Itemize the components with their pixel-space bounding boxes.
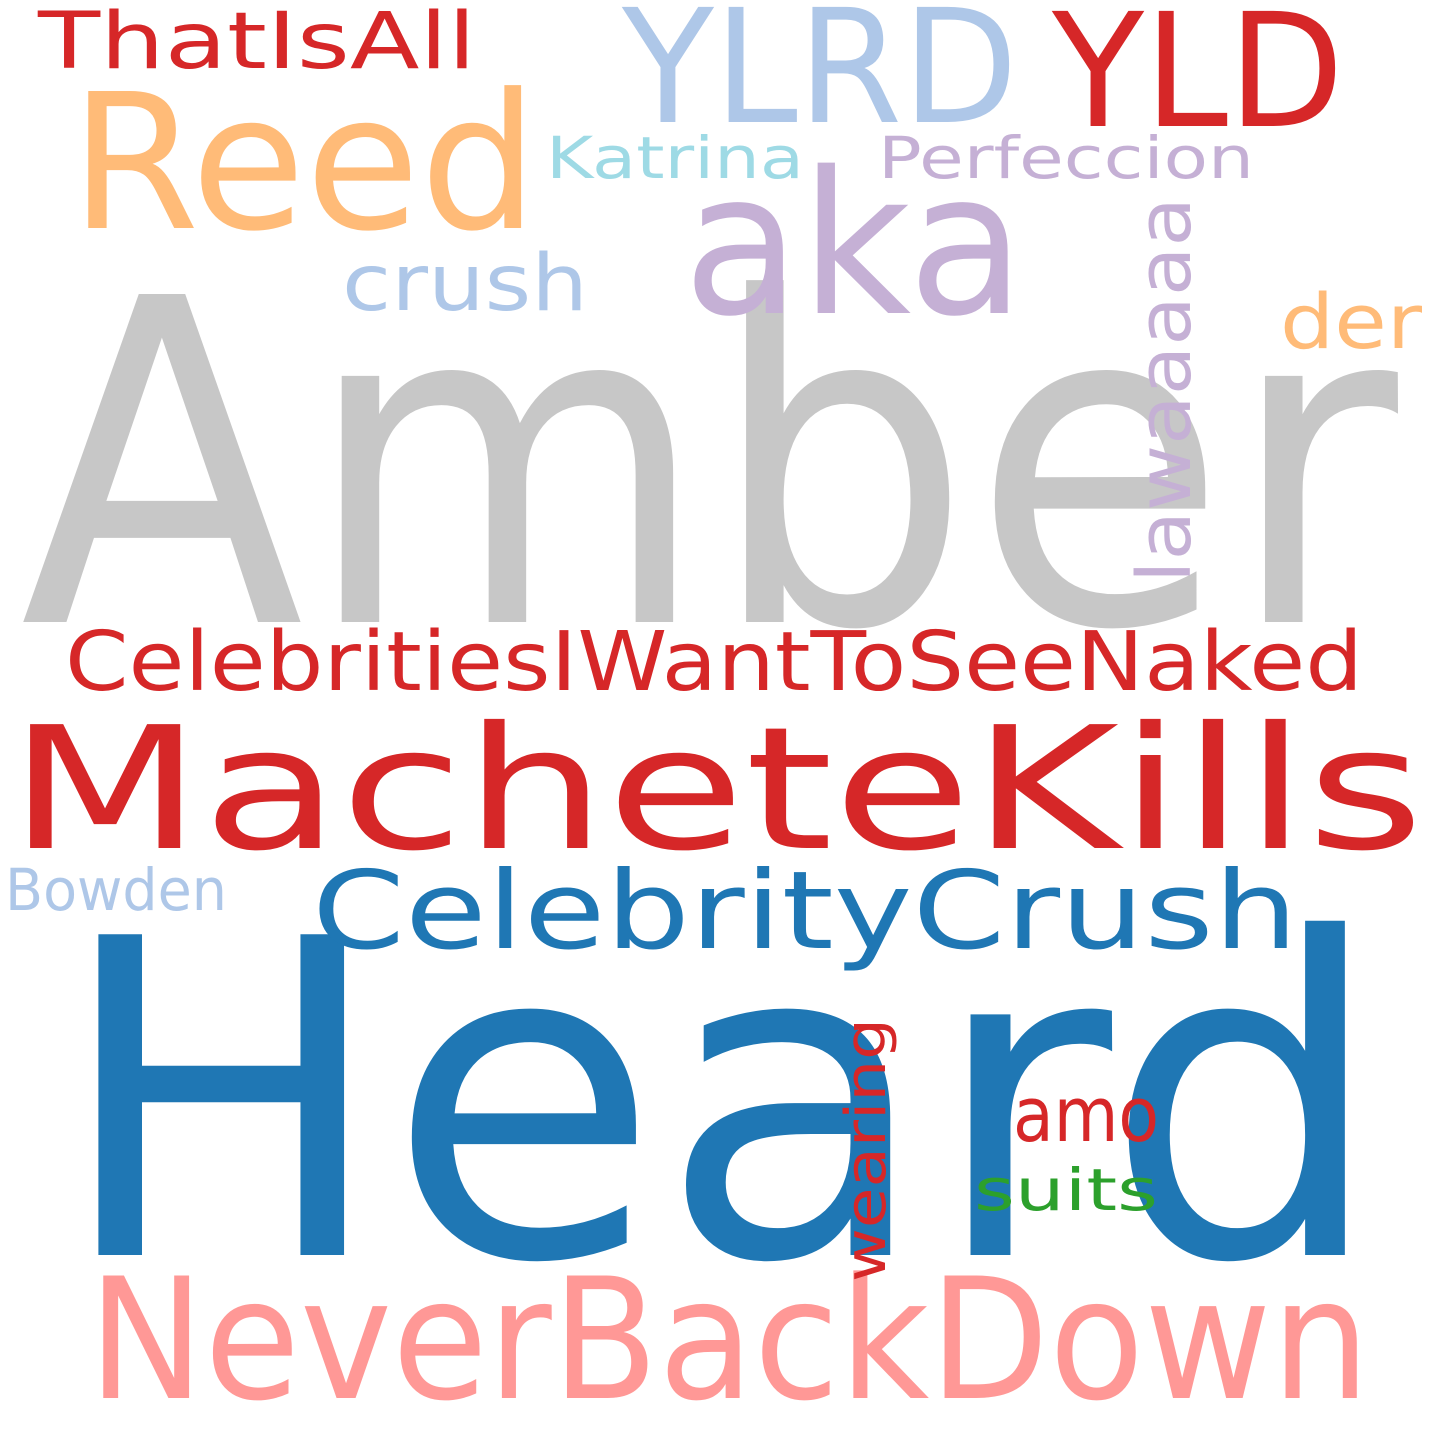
word-perfeccion: Perfeccion [878,124,1254,192]
word-der: der [1280,277,1423,366]
word-katrina: Katrina [546,124,804,192]
word-yld: YLD [1051,0,1344,164]
word-heard: Heard [55,847,1385,1359]
word-celebritycrush: CelebrityCrush [312,849,1298,974]
word-celebritiesiwanttoseenaked: CelebritiesIWantToSeeNaked [65,615,1363,710]
word-neverbackdown: NeverBackDown [88,1242,1370,1438]
word-wearing: wearing [834,1018,899,1282]
word-ylrd: YLRD [621,0,1018,160]
word-crush: crush [342,239,588,329]
word-lawaaaaa: lawaaaaa [1122,197,1208,583]
word-aka: aka [683,129,1025,360]
word-reed: Reed [70,54,538,273]
word-bowden: Bowden [5,856,227,924]
word-suits: suits [974,1156,1158,1224]
word-amber: Amber [20,205,1402,729]
word-machetekills: MacheteKills [8,691,1424,889]
word-amo: amo [1013,1070,1159,1159]
word-thatisall: ThatIsAll [37,0,476,87]
